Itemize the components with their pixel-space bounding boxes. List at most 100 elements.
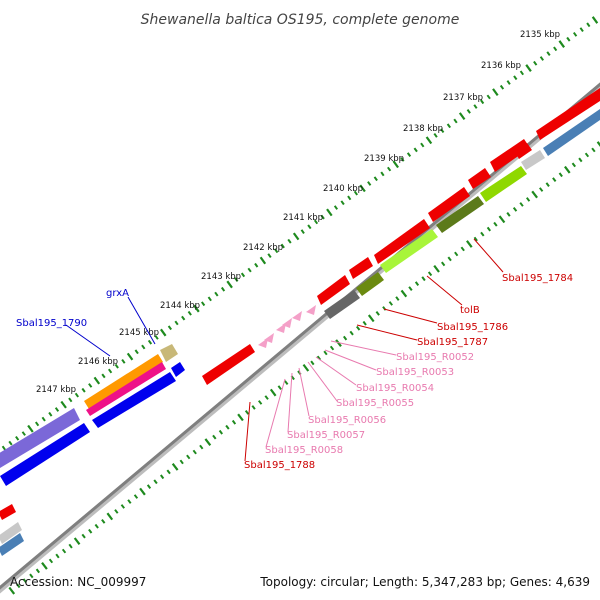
minor-tick	[480, 231, 485, 237]
gene-block-magenta[interactable]	[86, 362, 166, 416]
gene-block-blue[interactable]	[0, 533, 24, 556]
minor-tick	[199, 444, 204, 450]
major-tick	[259, 256, 267, 265]
gene-block-tan[interactable]	[160, 344, 178, 362]
leader-line	[315, 356, 357, 386]
minor-tick	[244, 410, 250, 415]
gene-block-red[interactable]	[536, 88, 600, 140]
gene-block-gray[interactable]	[521, 150, 545, 170]
gene-label-sbal195-1790[interactable]: Sbal195_1790	[16, 318, 87, 329]
gene-block-red[interactable]	[349, 257, 373, 279]
major-tick	[302, 363, 310, 372]
gene-block-blue[interactable]	[543, 109, 600, 156]
gene-block-red[interactable]	[202, 344, 255, 385]
gene-label-sbal195-1787[interactable]: Sbal195_1787	[417, 337, 488, 348]
minor-tick	[55, 553, 60, 559]
minor-tick	[101, 373, 106, 379]
gene-label-sbal195-r0056[interactable]: Sbal195_R0056	[308, 415, 386, 426]
minor-tick	[525, 197, 531, 202]
gene-block-red[interactable]	[515, 143, 532, 159]
minor-tick	[533, 60, 538, 66]
minor-tick	[342, 335, 348, 341]
gene-block-darkgreen[interactable]	[436, 196, 484, 233]
minor-tick	[101, 518, 106, 524]
gene-block-purple[interactable]	[0, 408, 80, 468]
gene-label-sbal195-1788[interactable]: Sbal195_1788	[244, 460, 315, 471]
minor-tick	[114, 363, 119, 369]
minor-tick	[506, 212, 511, 217]
rna-arrow[interactable]	[264, 333, 274, 343]
minor-tick	[287, 238, 292, 244]
minor-tick	[571, 162, 576, 168]
map-title: Shewanella baltica OS195, complete genom…	[141, 12, 460, 28]
minor-tick	[166, 469, 171, 475]
minor-tick	[310, 360, 315, 366]
minor-tick	[141, 344, 146, 350]
gene-label-sbal195-r0057[interactable]: Sbal195_R0057	[287, 430, 365, 441]
minor-tick	[479, 99, 485, 105]
major-tick	[60, 400, 67, 409]
gene-block-darkgray[interactable]	[324, 290, 360, 319]
minor-tick	[68, 397, 73, 403]
minor-tick	[375, 310, 380, 316]
gene-label-sbal195-r0058[interactable]: Sbal195_R0058	[265, 445, 343, 456]
leader-line	[298, 367, 310, 417]
gene-block-red[interactable]	[374, 219, 430, 264]
minor-tick	[134, 349, 139, 355]
gene-label-sbal195-r0053[interactable]: Sbal195_R0053	[376, 367, 454, 378]
minor-tick	[333, 205, 339, 210]
minor-tick	[34, 421, 40, 427]
gene-block-olive[interactable]	[356, 272, 384, 296]
gene-label-grxa[interactable]: grxA	[106, 288, 129, 299]
major-tick	[400, 289, 408, 298]
minor-tick	[54, 407, 60, 412]
gene-block-orange[interactable]	[84, 354, 163, 409]
gene-block-red[interactable]	[428, 187, 470, 222]
gene-label-sbal195-r0054[interactable]: Sbal195_R0054	[356, 383, 434, 394]
gene-block-red[interactable]	[0, 504, 16, 520]
minor-tick	[579, 27, 584, 32]
gene-arrow-blue[interactable]	[171, 362, 185, 377]
minor-tick	[81, 533, 86, 539]
minor-tick	[114, 509, 119, 514]
minor-tick	[214, 291, 219, 297]
minor-tick	[453, 118, 458, 124]
minor-tick	[473, 236, 478, 242]
gene-block-red[interactable]	[490, 139, 530, 172]
gene-label-sbal195-r0052[interactable]: Sbal195_R0052	[396, 352, 474, 363]
gene-block-red[interactable]	[468, 168, 491, 189]
minor-tick	[121, 359, 126, 364]
minor-tick	[420, 142, 425, 148]
minor-tick	[16, 583, 21, 589]
minor-tick	[29, 573, 34, 579]
major-tick	[171, 463, 179, 471]
minor-tick	[61, 548, 67, 554]
minor-tick	[512, 206, 518, 212]
major-tick	[193, 304, 200, 313]
rna-arrow[interactable]	[306, 305, 316, 315]
major-tick	[392, 160, 399, 169]
gene-label-sbal195-1784[interactable]: Sbal195_1784	[502, 273, 573, 284]
leader-lines	[65, 238, 504, 462]
gene-block-lightgreen[interactable]	[380, 229, 438, 273]
minor-tick	[81, 387, 86, 393]
gene-block-gray[interactable]	[0, 522, 22, 544]
minor-tick	[313, 219, 319, 225]
minor-tick	[506, 80, 511, 85]
gene-block-green[interactable]	[480, 166, 527, 202]
gene-block-blue-dark[interactable]	[0, 423, 90, 486]
minor-tick	[107, 368, 113, 374]
rna-arrow[interactable]	[282, 318, 292, 328]
minor-tick	[15, 436, 20, 441]
gene-label-sbal195-r0055[interactable]: Sbal195_R0055	[336, 398, 414, 409]
minor-tick	[519, 202, 524, 207]
leader-line	[426, 275, 463, 306]
rna-arrow[interactable]	[292, 311, 302, 321]
gene-label-sbal195-1786[interactable]: Sbal195_1786	[437, 322, 508, 333]
gene-block-red[interactable]	[317, 275, 350, 305]
gene-block-blue-dark[interactable]	[92, 372, 176, 428]
major-tick	[237, 413, 244, 422]
gene-label-tolb[interactable]: tolB	[460, 305, 480, 316]
minor-tick	[427, 271, 433, 277]
minor-tick	[225, 424, 230, 430]
